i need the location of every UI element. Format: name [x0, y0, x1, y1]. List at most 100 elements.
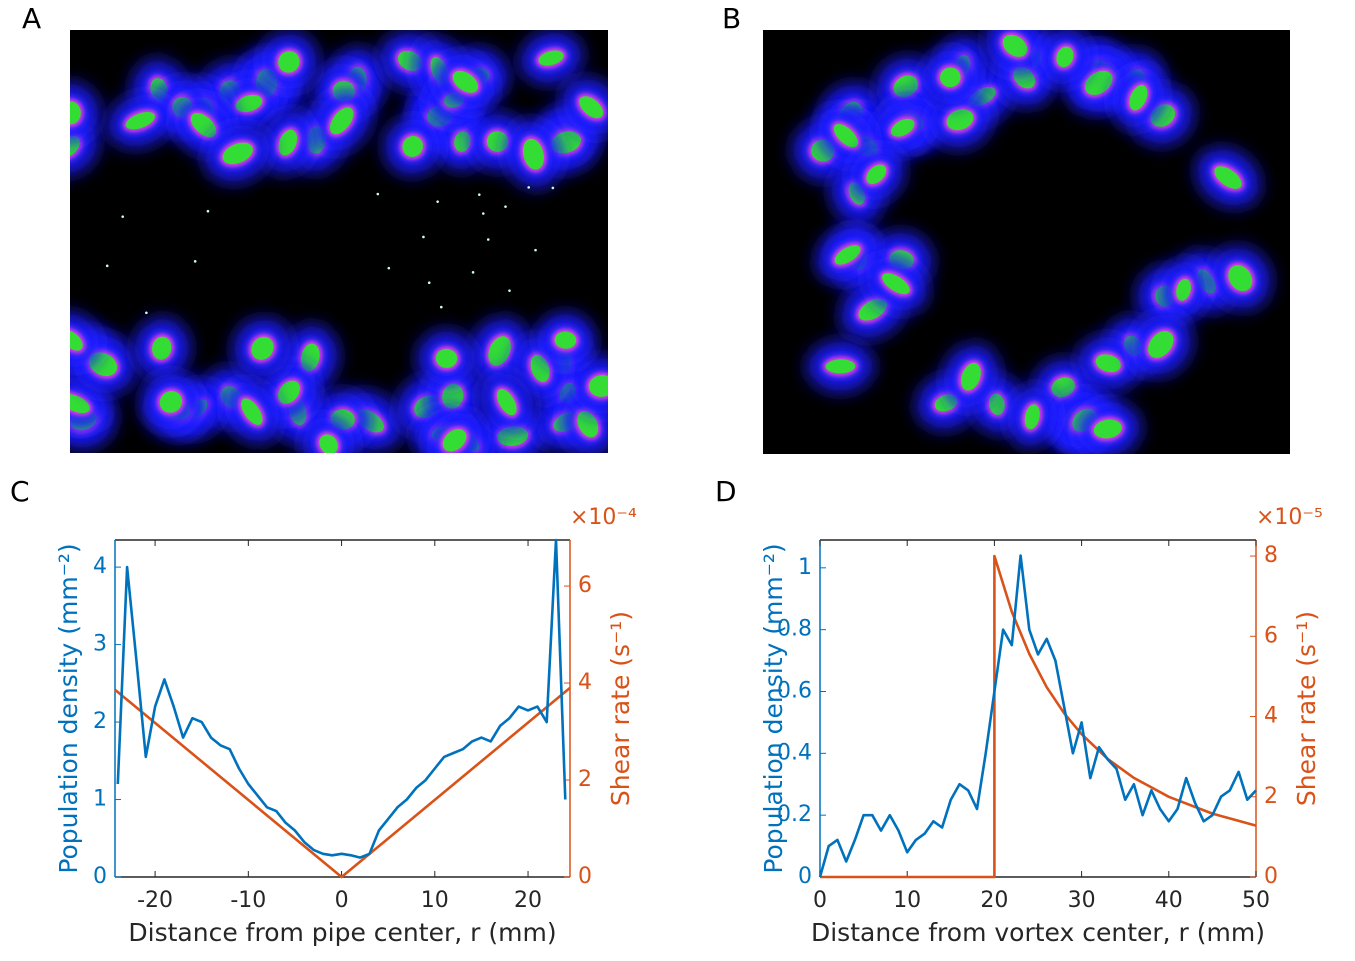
core: [497, 389, 517, 416]
core: [946, 109, 974, 131]
core: [834, 245, 861, 265]
core: [278, 51, 300, 73]
y2-tick-label: 0: [1264, 864, 1278, 889]
core: [530, 354, 550, 383]
y-tick-label: 3: [93, 632, 107, 657]
core: [452, 70, 479, 93]
x-tick-label: 50: [1242, 888, 1270, 913]
x-axis-label: Distance from vortex center, r (mm): [811, 918, 1265, 947]
y2-tick-label: 0: [578, 864, 592, 889]
particle: [486, 238, 490, 241]
x-tick-label: 10: [421, 888, 449, 913]
panel-label: C: [10, 475, 30, 508]
particle: [387, 266, 391, 270]
y2-tick-label: 8: [1264, 543, 1278, 568]
y-tick-label: 0.8: [777, 617, 812, 642]
core: [488, 336, 511, 366]
core: [125, 112, 155, 130]
core: [1051, 377, 1075, 398]
particle: [534, 248, 537, 252]
x-tick-label: 20: [514, 888, 542, 913]
y-tick-label: 0: [798, 864, 812, 889]
x-tick-label: -10: [230, 888, 266, 913]
core: [1002, 34, 1028, 57]
core: [319, 434, 338, 453]
particle: [193, 260, 197, 263]
core: [579, 96, 604, 119]
particle: [477, 193, 481, 196]
y2-tick-label: 4: [578, 670, 592, 695]
x-tick-label: 20: [980, 888, 1008, 913]
core: [152, 336, 172, 360]
particle: [145, 311, 148, 315]
core: [190, 112, 217, 138]
x-tick-label: 10: [893, 888, 921, 913]
core: [300, 343, 320, 372]
core: [988, 393, 1005, 415]
image-b: [763, 30, 1290, 454]
core: [890, 118, 915, 137]
data-line: [116, 538, 567, 859]
chart: D0 10 20 30 40 5000.20.40.60.8102468×10⁻⁵Dist…: [715, 475, 1323, 947]
core: [833, 124, 859, 148]
core: [1129, 84, 1148, 111]
core: [1095, 354, 1121, 373]
y-tick-label: 0.2: [777, 802, 812, 827]
x-tick-label: 0: [813, 888, 827, 913]
core: [1056, 46, 1074, 68]
core: [278, 380, 300, 404]
core: [222, 142, 253, 165]
core: [329, 107, 354, 135]
x-tick-label: 30: [1068, 888, 1096, 913]
y2-multiplier: ×10⁻⁵: [1256, 505, 1323, 530]
x-axis-label: Distance from pipe center, r (mm): [128, 918, 556, 947]
core: [1148, 331, 1174, 358]
y2-tick-label: 6: [1264, 623, 1278, 648]
blobs: [793, 30, 1271, 454]
core: [70, 330, 83, 351]
data-line: [114, 686, 571, 879]
core: [1024, 404, 1040, 430]
core: [1214, 166, 1242, 189]
particle: [121, 215, 125, 218]
core: [825, 359, 856, 374]
core: [858, 298, 888, 321]
panel-label: A: [22, 2, 41, 35]
y2-tick-label: 2: [578, 767, 592, 792]
particle: [206, 209, 210, 213]
panel-label: B: [722, 2, 741, 35]
core: [159, 391, 183, 413]
y-tick-label: 1: [93, 787, 107, 812]
core: [70, 393, 90, 414]
particle: [527, 186, 531, 189]
core: [588, 375, 608, 397]
core: [442, 429, 467, 452]
core: [577, 410, 599, 438]
core: [435, 348, 458, 368]
particle: [436, 200, 439, 203]
y-tick-label: 0.4: [777, 740, 812, 765]
particle: [508, 289, 511, 292]
particle: [504, 205, 507, 208]
chart: C -20 -10 0 10 20 0 1 2 3 4 0 2 4 6 ×10⁻⁴ Distance from …: [10, 475, 637, 947]
core: [893, 75, 918, 98]
x-tick-label: -20: [137, 888, 173, 913]
core: [866, 164, 887, 184]
core: [554, 331, 577, 349]
core: [1084, 70, 1113, 95]
x-tick-label: 40: [1155, 888, 1183, 913]
particle: [551, 186, 555, 190]
y-axis-label: Population density (mm⁻²): [759, 543, 788, 873]
y2-tick-label: 6: [578, 573, 592, 598]
y-tick-label: 0.6: [777, 678, 812, 703]
particle: [427, 281, 431, 285]
particle: [439, 305, 443, 309]
core: [522, 138, 544, 170]
core: [251, 336, 274, 360]
y-axis-label: Population density (mm⁻²): [54, 543, 83, 873]
core: [241, 398, 263, 425]
particle: [481, 212, 485, 215]
data-line: [820, 554, 1257, 879]
core: [70, 101, 81, 125]
